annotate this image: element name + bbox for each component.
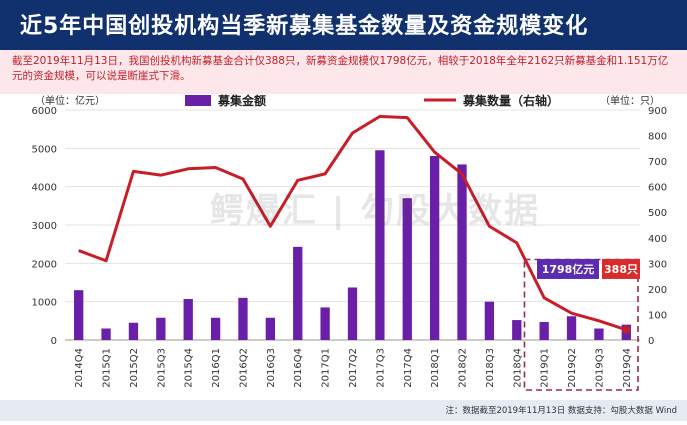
legend-bar-swatch	[185, 95, 211, 106]
bar	[210, 317, 221, 340]
bar	[265, 317, 276, 340]
category-label: 2018Q4	[512, 348, 523, 388]
right-tick-label: 700	[648, 157, 667, 168]
bar	[566, 316, 577, 340]
subtitle-banner	[0, 50, 687, 94]
bar	[594, 328, 604, 340]
right-tick-label: 900	[648, 106, 667, 117]
category-label: 2019Q2	[567, 348, 578, 388]
bar	[429, 156, 440, 340]
right-tick-label: 600	[648, 183, 667, 194]
bar	[238, 297, 248, 340]
bar	[375, 150, 385, 340]
right-tick-label: 0	[648, 336, 654, 347]
left-tick-label: 4000	[32, 183, 57, 194]
annotation-amount-box	[537, 258, 599, 279]
bar	[347, 287, 358, 340]
category-label: 2019Q3	[594, 348, 605, 388]
category-label: 2015Q1	[102, 348, 113, 388]
bar	[74, 290, 84, 340]
bar	[539, 321, 549, 340]
line-series	[78, 114, 627, 332]
category-label: 2018Q2	[458, 348, 469, 388]
line-endpoint	[622, 325, 631, 334]
category-label: 2016Q1	[211, 348, 222, 388]
bar	[484, 301, 495, 340]
category-label: 2016Q3	[266, 348, 277, 388]
annotation-count: 388只	[604, 263, 638, 276]
category-label: 2015Q2	[129, 348, 140, 388]
right-tick-label: 100	[648, 310, 667, 321]
right-tick-label: 800	[648, 132, 667, 143]
legend-line-label: 募集数量（右轴）	[462, 94, 559, 108]
category-label: 2018Q3	[485, 348, 496, 388]
combo-chart: 0 1000 2000 3000 4000 5000 6000 0 100 200 300 400 50…	[32, 93, 667, 391]
left-tick-label: 6000	[32, 106, 57, 117]
left-tick-label: 0	[51, 336, 57, 347]
footnote: 注：数据截至2019年11月13日 数据支持：勾股大数据 Wind	[445, 406, 677, 416]
category-label: 2015Q4	[184, 348, 195, 388]
bar	[183, 298, 193, 340]
title-banner: 近5年中国创投机构当季新募集基金数量及资金规模变化	[0, 0, 687, 50]
left-tick-label: 2000	[32, 259, 57, 270]
category-label: 2017Q1	[321, 348, 332, 388]
left-tick-label: 1000	[32, 298, 57, 309]
annotation-count-box	[602, 258, 640, 279]
category-label: 2017Q3	[375, 348, 386, 388]
footer-bar	[0, 400, 687, 421]
category-label: 2018Q1	[430, 348, 441, 388]
right-tick-label: 300	[648, 259, 667, 270]
chart-subtitle: 截至2019年11月13日，我国创投机构新募基金合计仅388只，新募资金规模仅1…	[12, 55, 669, 82]
bar	[512, 320, 522, 340]
bar	[101, 328, 111, 340]
right-tick-label: 200	[648, 285, 667, 296]
bar	[293, 246, 303, 340]
left-tick-label: 3000	[32, 221, 57, 232]
bar	[128, 322, 139, 340]
left-tick-label: 5000	[32, 144, 57, 155]
watermark: 鳄爆汇 | 勾股大数据	[210, 191, 541, 231]
bar	[156, 317, 166, 340]
category-label: 2017Q2	[348, 348, 359, 388]
annotation-amount: 1798亿元	[542, 262, 595, 276]
chart-title: 近5年中国创投机构当季新募集基金数量及资金规模变化	[20, 14, 589, 39]
category-label: 2019Q4	[622, 348, 633, 388]
bar	[320, 307, 330, 340]
category-label: 2015Q3	[156, 348, 167, 388]
category-label: 2014Q4	[74, 348, 85, 388]
bar	[457, 164, 467, 340]
left-axis-unit: （单位：亿元）	[35, 94, 105, 107]
category-label: 2016Q4	[293, 348, 304, 388]
category-label: 2017Q4	[403, 348, 414, 388]
category-label: 2016Q2	[238, 348, 249, 388]
category-label: 2019Q1	[540, 348, 551, 388]
chart-area: 0 1000 2000 3000 4000 5000 6000 0 100 200 300 400 50…	[0, 93, 687, 421]
right-tick-label: 400	[648, 234, 667, 245]
right-tick-label: 500	[648, 208, 667, 219]
legend-bar-label: 募集金额	[217, 94, 266, 108]
right-axis-unit: （单位：只）	[600, 94, 660, 107]
highlight-box	[523, 258, 639, 391]
bar	[402, 198, 412, 340]
